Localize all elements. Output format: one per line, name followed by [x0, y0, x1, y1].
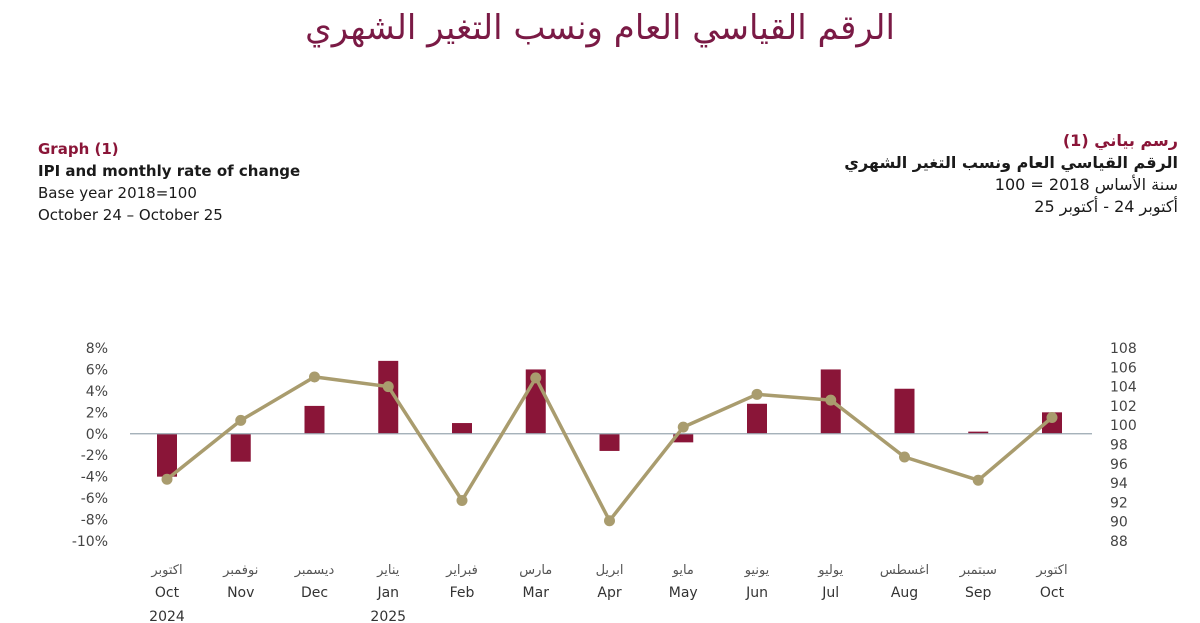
bar-mark [747, 403, 767, 434]
ipi-point [456, 494, 468, 506]
x-tick-label-ar: مايو [672, 563, 694, 578]
x-tick-label: Dec [301, 585, 328, 601]
y-left-tick-label: -2% [81, 448, 108, 464]
x-tick-label: Jan [376, 585, 399, 601]
y-left-tick-label: 4% [86, 384, 108, 400]
bar-mark [230, 433, 251, 462]
y-left-tick-label: 0% [86, 427, 108, 443]
english-graph-label: Graph (1) [38, 140, 119, 158]
y-right-tick-label: 98 [1110, 438, 1128, 454]
x-tick-label-ar: اكتوبر [150, 563, 182, 578]
x-tick-label: Mar [523, 585, 550, 601]
ipi-point [604, 515, 615, 527]
x-tick-label: Oct [1040, 585, 1065, 601]
bar-mark [968, 431, 989, 434]
bar-mark [304, 405, 325, 434]
arabic-caption: رسم بياني (1) الرقم القياسي العام ونسب ا… [844, 130, 1178, 218]
x-tick-label-ar: ابريل [596, 563, 624, 578]
y-right-tick-label: 94 [1110, 476, 1128, 492]
bar-mark [157, 433, 177, 477]
ipi-point [530, 372, 542, 384]
bar-mark [673, 433, 694, 443]
english-caption: Graph (1) IPI and monthly rate of change… [38, 138, 300, 226]
y-left-tick-label: -10% [72, 534, 108, 550]
x-tick-label: Oct [155, 585, 180, 601]
arabic-period: أكتوبر 24 - أكتوبر 25 [1034, 197, 1178, 216]
x-tick-label-ar: فبراير [445, 563, 478, 578]
ipi-point [899, 451, 910, 463]
english-period: October 24 – October 25 [38, 206, 223, 224]
ipi-point [751, 388, 763, 400]
x-tick-label-ar: يناير [376, 563, 400, 578]
x-tick-label-ar: يونيو [744, 563, 770, 578]
y-right-tick-label: 92 [1110, 495, 1128, 511]
ipi-point [235, 414, 247, 426]
y-right-tick-label: 102 [1110, 399, 1137, 415]
y-right-tick-label: 104 [1110, 380, 1137, 396]
y-right-tick-label: 108 [1110, 341, 1137, 357]
y-left-tick-label: 2% [86, 405, 108, 421]
arabic-base-year: سنة الأساس 2018 = 100 [994, 175, 1178, 194]
y-left-tick-label: -8% [81, 513, 108, 529]
y-left-tick-label: -6% [81, 491, 108, 507]
ipi-point [309, 371, 320, 383]
arabic-graph-label: رسم بياني (1) [1062, 131, 1178, 150]
english-base-year: Base year 2018=100 [38, 184, 197, 202]
y-right-tick-label: 90 [1110, 515, 1128, 531]
x-tick-label-ar: يوليو [817, 563, 843, 578]
y-right-tick-label: 106 [1110, 360, 1137, 376]
ipi-point [825, 394, 837, 406]
x-tick-label: Nov [227, 585, 254, 601]
y-right-tick-label: 100 [1110, 418, 1137, 434]
x-tick-label-ar: اغسطس [880, 563, 929, 578]
year-label: 2024 [149, 609, 185, 623]
bar-mark [378, 360, 399, 434]
x-tick-label-ar: اكتوبر [1035, 563, 1067, 578]
ipi-point [382, 381, 394, 393]
bar-mark [452, 423, 472, 434]
x-tick-label-ar: ديسمبر [294, 563, 335, 578]
ipi-point [161, 473, 173, 485]
x-tick-label: Apr [597, 585, 621, 601]
x-tick-label: Jun [745, 585, 768, 601]
y-left-tick-label: -4% [81, 470, 108, 486]
x-tick-label: May [669, 585, 698, 601]
arabic-chart-title: الرقم القياسي العام ونسب التغير الشهري [844, 153, 1178, 172]
x-tick-label: Feb [450, 585, 475, 601]
english-chart-title: IPI and monthly rate of change [38, 162, 301, 180]
x-tick-label-ar: نوفمبر [222, 563, 258, 578]
ipi-point [972, 474, 984, 486]
year-label: 2025 [370, 609, 406, 623]
x-tick-label: Sep [965, 585, 992, 601]
ipi-point [1046, 411, 1058, 423]
x-tick-label: Jul [821, 585, 839, 601]
page-title: الرقم القياسي العام ونسب التغير الشهري [305, 8, 895, 48]
y-right-tick-label: 88 [1110, 534, 1128, 550]
x-tick-label-ar: سبتمبر [959, 563, 997, 578]
y-right-tick-label: 96 [1110, 457, 1128, 473]
ipi-point [677, 421, 689, 433]
x-tick-label-ar: مارس [519, 563, 552, 578]
x-tick-label: Aug [891, 585, 918, 601]
bar-mark [599, 433, 620, 451]
bar-mark [894, 388, 915, 434]
y-left-tick-label: 6% [86, 362, 108, 378]
y-left-tick-label: 8% [86, 341, 108, 357]
